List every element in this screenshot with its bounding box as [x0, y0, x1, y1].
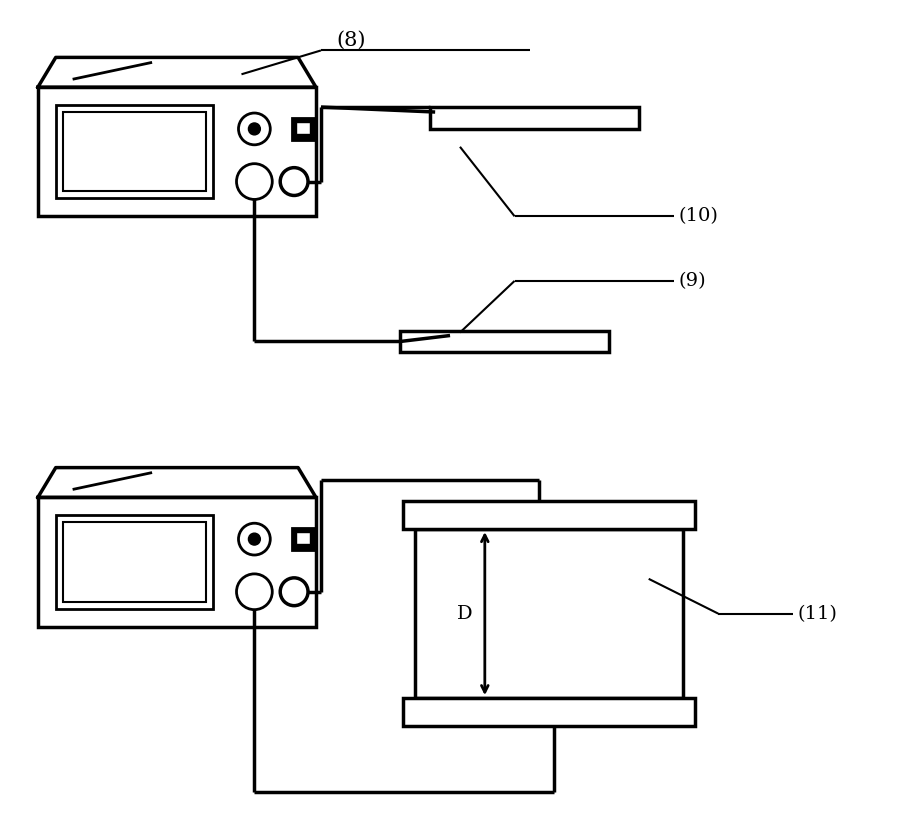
Bar — [292, 118, 314, 140]
Circle shape — [249, 533, 261, 545]
Circle shape — [280, 168, 308, 196]
Bar — [415, 529, 684, 698]
Text: (10): (10) — [679, 207, 718, 225]
Bar — [296, 122, 310, 133]
Circle shape — [236, 164, 273, 200]
Bar — [56, 515, 212, 609]
Bar — [38, 497, 316, 627]
Text: D: D — [458, 604, 473, 622]
Bar — [56, 105, 212, 198]
Bar — [404, 698, 695, 726]
Bar — [401, 331, 609, 352]
Bar — [404, 501, 695, 529]
Bar — [430, 107, 639, 129]
Bar — [38, 87, 316, 216]
Bar — [296, 532, 310, 544]
Circle shape — [249, 123, 261, 135]
Bar — [292, 528, 314, 550]
Circle shape — [239, 113, 270, 145]
Text: (8): (8) — [336, 31, 365, 50]
Text: (9): (9) — [679, 272, 706, 290]
Circle shape — [239, 523, 270, 555]
Bar — [63, 112, 206, 192]
Text: (11): (11) — [798, 604, 837, 622]
Circle shape — [236, 574, 273, 609]
Bar — [63, 523, 206, 602]
Circle shape — [280, 578, 308, 606]
